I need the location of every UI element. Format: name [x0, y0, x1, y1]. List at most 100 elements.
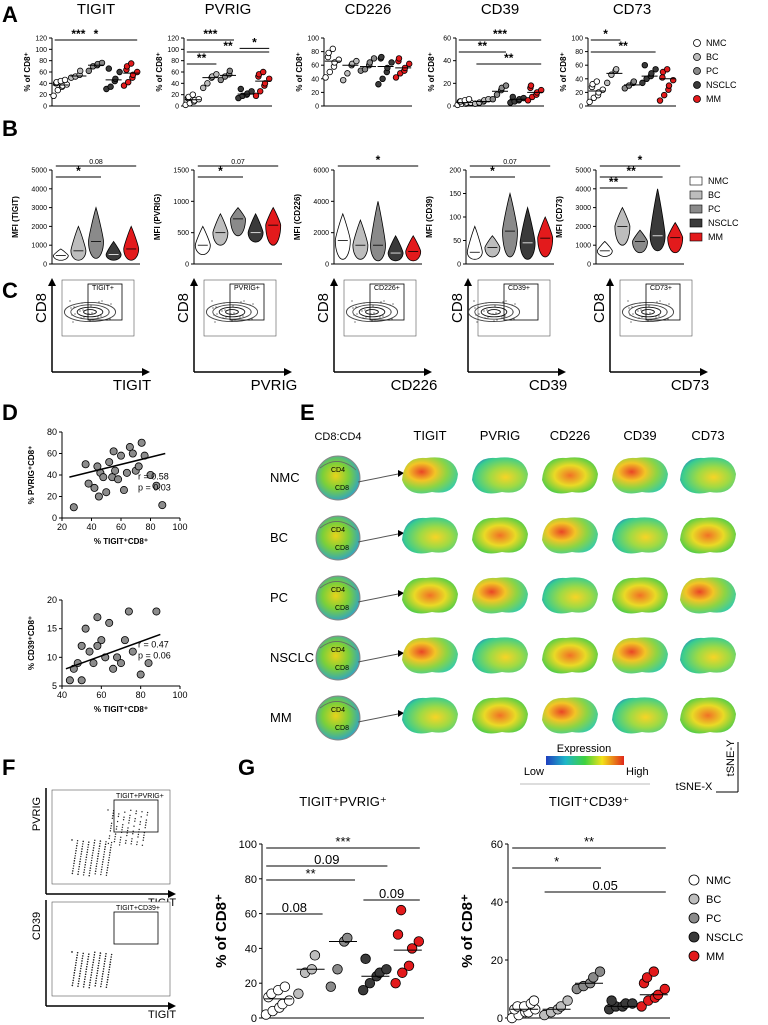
tsne-map-pc-tigit: [402, 577, 458, 614]
event-dot: [104, 846, 106, 848]
event-dot: [82, 952, 84, 955]
data-point-pc: [366, 59, 373, 66]
event-dot: [87, 846, 89, 848]
data-point: [81, 460, 90, 469]
data-point: [124, 607, 133, 616]
event-dot: [473, 300, 475, 302]
density-contour: [218, 306, 246, 318]
data-point-pc: [594, 966, 606, 977]
event-dot: [371, 320, 373, 322]
tsne-marker-tigit: TIGIT: [413, 428, 446, 443]
event-dot: [233, 312, 235, 314]
y-tick-label: 0: [325, 262, 329, 269]
event-dot: [103, 963, 106, 965]
data-point-nsclc: [639, 79, 646, 87]
y-tick-label: 5000: [31, 168, 47, 175]
violin-bc: [484, 235, 501, 258]
event-dot: [78, 977, 80, 980]
event-dot: [383, 300, 385, 302]
event-dot: [96, 975, 98, 977]
event-dot: [110, 822, 113, 825]
violin-bc: [70, 225, 87, 261]
density-contour: [225, 309, 239, 315]
y-tick-label: 1500: [173, 168, 189, 175]
event-dot: [477, 306, 479, 308]
data-point-nsclc: [248, 88, 255, 95]
tsne-map-mm-pvrig: [472, 697, 528, 734]
event-dot: [114, 838, 116, 840]
event-dot: [86, 963, 88, 965]
data-point-nsclc: [606, 995, 617, 1006]
event-dot: [116, 820, 119, 823]
event-dot: [110, 956, 112, 958]
event-dot: [105, 841, 107, 843]
event-dot: [240, 301, 242, 303]
arrow-head: [190, 278, 198, 286]
event-dot: [69, 300, 71, 302]
data-point: [97, 636, 106, 645]
event-dot: [89, 320, 91, 322]
event-dot: [665, 304, 667, 306]
event-dot: [116, 825, 118, 828]
y-tick-label: 80: [47, 427, 57, 437]
cd8cd4-map: [315, 515, 361, 561]
data-point-bc: [604, 79, 611, 87]
violin-pc: [230, 206, 246, 237]
event-dot: [370, 313, 372, 315]
data-point-mm: [392, 74, 400, 81]
event-dot: [122, 824, 124, 826]
y-axis-label: % of CD8⁺: [427, 52, 436, 91]
event-dot: [115, 828, 118, 830]
event-dot: [126, 834, 128, 837]
event-dot: [74, 852, 77, 855]
data-point-nsclc: [378, 53, 385, 61]
arrow-head: [48, 278, 56, 286]
data-point-pc: [332, 964, 343, 975]
event-dot: [361, 310, 363, 312]
arrow-head: [558, 368, 566, 376]
significance-label: *: [603, 27, 608, 41]
data-point-bc: [613, 66, 620, 73]
flow-x-label: CD73: [671, 377, 709, 394]
violin-nsclc: [387, 235, 404, 262]
event-dot: [91, 969, 93, 971]
gate-box: [113, 799, 159, 833]
data-point-nmc: [593, 78, 600, 85]
data-point: [94, 492, 103, 501]
event-dot: [82, 843, 84, 845]
data-point-pc: [98, 59, 106, 67]
density-contour: [365, 309, 379, 315]
event-dot: [364, 309, 366, 311]
arrow-head: [464, 278, 472, 286]
data-point: [137, 438, 146, 447]
y-tick-label: 40: [575, 76, 583, 83]
tsne-marker-cd39: CD39: [623, 428, 656, 443]
significance-label: 0.09: [379, 886, 404, 901]
event-dot: [99, 952, 102, 954]
event-dot: [86, 851, 88, 853]
data-point: [109, 664, 118, 673]
data-point-mm: [659, 983, 671, 995]
arrow-head: [330, 278, 338, 286]
event-dot: [85, 971, 87, 973]
event-dot: [231, 320, 233, 322]
event-dot: [102, 968, 105, 970]
event-dot: [251, 318, 253, 320]
event-dot: [98, 847, 100, 850]
y-tick-label: 60: [39, 70, 47, 77]
tsne-arrow: [357, 653, 399, 663]
panel-label-e: E: [300, 400, 315, 425]
chart-b-3: 0 50 100 150 200 MFI (CD39) * 0.07: [425, 159, 554, 269]
y-tick-label: 2000: [575, 224, 591, 231]
event-dot: [99, 308, 101, 310]
event-dot: [91, 966, 94, 969]
event-dot: [83, 983, 85, 986]
y-tick-label: 3000: [575, 205, 591, 212]
data-point-nmc: [335, 56, 342, 63]
gate-box: [87, 283, 123, 321]
event-dot: [78, 868, 80, 870]
event-dot: [71, 314, 73, 316]
tsne-row-label-nmc: NMC: [270, 470, 300, 485]
violin-mm: [405, 235, 422, 262]
data-point: [81, 624, 90, 633]
